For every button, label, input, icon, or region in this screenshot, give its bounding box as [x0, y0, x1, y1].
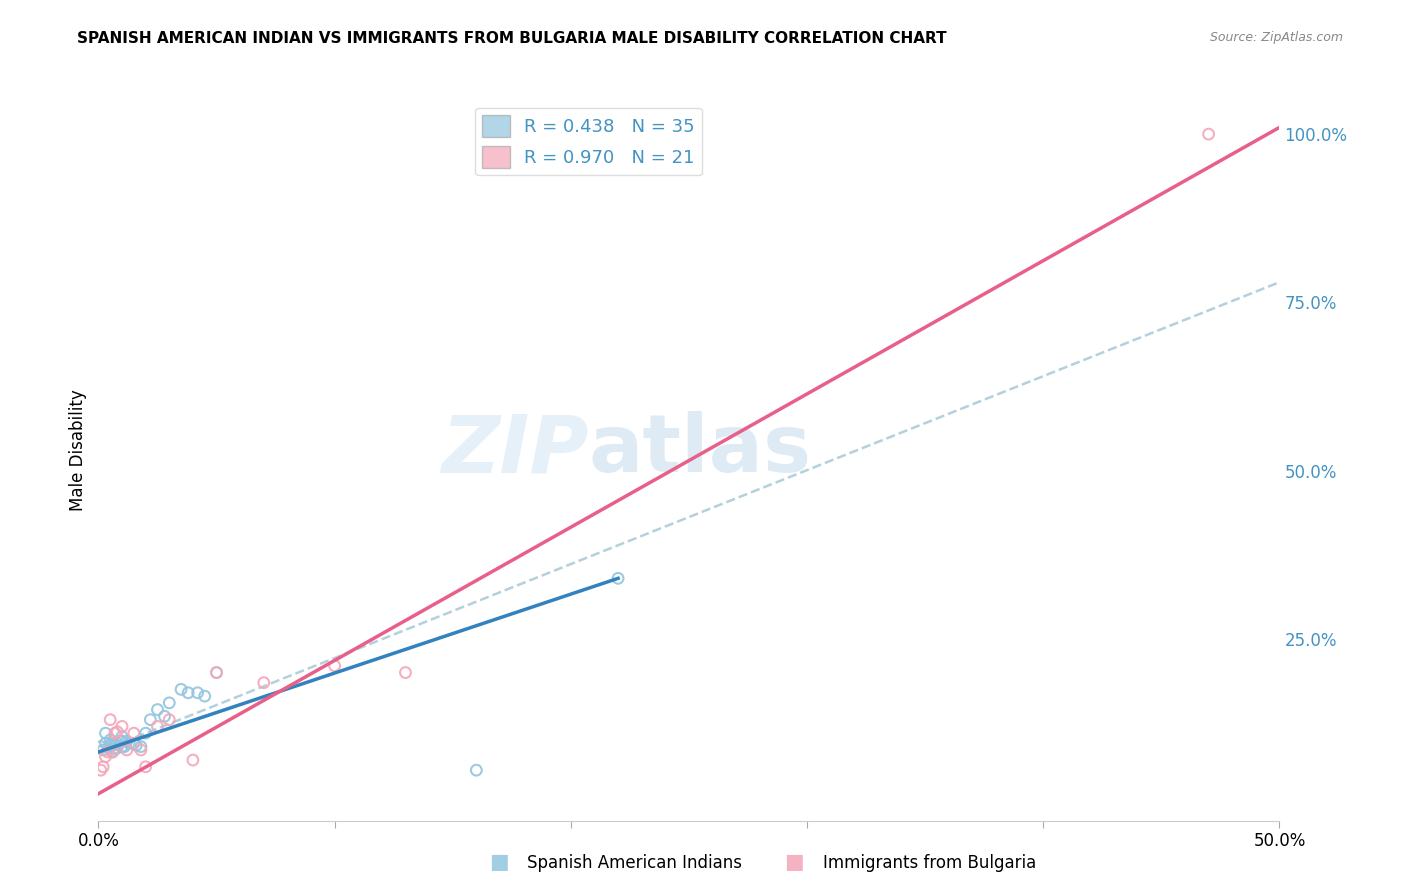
Legend: R = 0.438   N = 35, R = 0.970   N = 21: R = 0.438 N = 35, R = 0.970 N = 21 — [475, 108, 702, 176]
Point — [129, 739, 152, 754]
Point — [111, 719, 134, 733]
Point — [101, 745, 124, 759]
Point — [104, 726, 127, 740]
Point — [607, 571, 630, 585]
Point — [105, 724, 128, 739]
Point — [111, 739, 134, 754]
Point — [108, 734, 131, 748]
Text: ■: ■ — [489, 853, 509, 872]
Point — [91, 760, 114, 774]
Point — [101, 736, 124, 750]
Point — [115, 743, 138, 757]
Point — [122, 736, 145, 750]
Point — [98, 732, 121, 747]
Point — [118, 736, 141, 750]
Point — [94, 749, 117, 764]
Point — [105, 741, 128, 756]
Point — [105, 736, 128, 750]
Text: atlas: atlas — [589, 411, 811, 490]
Point — [129, 743, 152, 757]
Point — [170, 682, 193, 697]
Point — [253, 675, 276, 690]
Point — [205, 665, 228, 680]
Point — [146, 703, 169, 717]
Y-axis label: Male Disability: Male Disability — [69, 390, 87, 511]
Point — [98, 713, 121, 727]
Point — [177, 686, 200, 700]
Point — [111, 734, 134, 748]
Point — [181, 753, 204, 767]
Point — [90, 739, 112, 754]
Point — [104, 742, 127, 756]
Point — [465, 763, 488, 777]
Point — [205, 665, 228, 680]
Point — [97, 745, 120, 759]
Point — [135, 726, 157, 740]
Point — [91, 743, 114, 757]
Point — [187, 686, 209, 700]
Text: Source: ZipAtlas.com: Source: ZipAtlas.com — [1209, 31, 1343, 45]
Point — [153, 709, 176, 723]
Text: ■: ■ — [785, 853, 804, 872]
Point — [94, 726, 117, 740]
Point — [97, 741, 120, 756]
Point — [139, 713, 162, 727]
Point — [394, 665, 416, 680]
Point — [135, 760, 157, 774]
Text: ZIP: ZIP — [441, 411, 589, 490]
Point — [194, 689, 217, 703]
Point — [115, 734, 138, 748]
Point — [112, 739, 135, 754]
Point — [90, 763, 112, 777]
Point — [146, 719, 169, 733]
Text: SPANISH AMERICAN INDIAN VS IMMIGRANTS FROM BULGARIA MALE DISABILITY CORRELATION : SPANISH AMERICAN INDIAN VS IMMIGRANTS FR… — [77, 31, 948, 46]
Point — [157, 713, 180, 727]
Point — [125, 738, 148, 752]
Point — [104, 738, 127, 752]
Text: Immigrants from Bulgaria: Immigrants from Bulgaria — [823, 855, 1036, 872]
Point — [94, 736, 117, 750]
Text: Spanish American Indians: Spanish American Indians — [527, 855, 742, 872]
Point — [157, 696, 180, 710]
Point — [1198, 127, 1220, 141]
Point — [122, 726, 145, 740]
Point — [101, 745, 124, 759]
Point — [323, 658, 346, 673]
Point — [98, 738, 121, 752]
Point — [111, 730, 134, 744]
